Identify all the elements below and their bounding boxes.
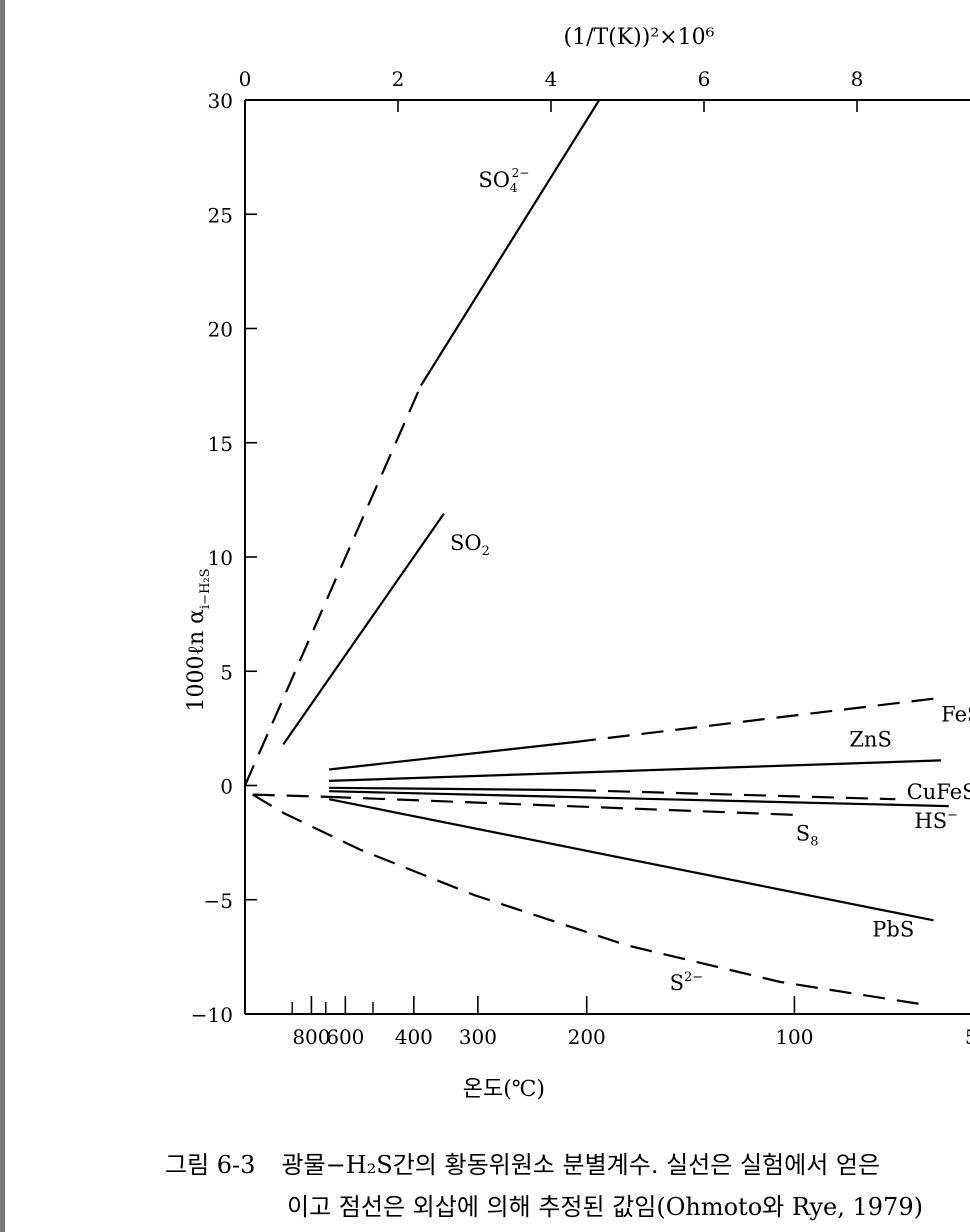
series-zns-solid-line	[329, 759, 942, 782]
series-label-zns: ZnS	[849, 728, 892, 752]
series-label-sub: 4	[510, 181, 518, 195]
series-fes2-dashed-line	[573, 697, 934, 744]
top-axis-tick-label: 2	[392, 67, 405, 91]
bottom-axis-tick-label: 50	[965, 1025, 970, 1049]
series-label-sup: 2−	[512, 166, 530, 180]
y-axis-tick-label: 25	[208, 203, 233, 227]
series-label-so2: SO2	[450, 531, 490, 559]
series-hs-solid-line	[329, 790, 949, 808]
y-axis-tick-label: 30	[208, 89, 233, 113]
y-axis-tick-label: 20	[208, 318, 233, 342]
figure-number: 그림 6-3	[165, 1151, 256, 1179]
series-label-main: SO	[450, 531, 482, 555]
series-pbs-solid-line	[328, 798, 934, 922]
bottom-axis-tick-label: 100	[775, 1025, 813, 1049]
series-label-s8: S8	[796, 821, 819, 849]
series-so2-solid-line	[282, 512, 445, 746]
series-fes2-solid-line	[328, 741, 575, 771]
series-label-pbs: PbS	[872, 917, 914, 941]
series-label-s: S2−	[670, 970, 704, 995]
series-so4-solid-line	[419, 99, 601, 387]
series-unlabeled-dashed-line	[252, 793, 330, 798]
caption-line-1: 그림 6-3 광물−H₂S간의 황동위원소 분별계수. 실선은 실험에서 얻은	[165, 1145, 880, 1180]
y-axis-tick-label: 0	[220, 775, 233, 799]
y-axis-tick-label: 10	[208, 546, 233, 570]
bottom-axis-tick-label: 800	[292, 1025, 330, 1049]
top-axis-tick-label: 0	[239, 67, 252, 91]
bottom-axis-tick-label: 300	[459, 1025, 497, 1049]
top-axis-tick-label: 4	[545, 67, 558, 91]
bottom-axis-tick-label: 600	[326, 1025, 364, 1049]
series-s8-dashed-line	[329, 795, 804, 817]
series-label-so4: SO42−	[478, 166, 529, 195]
series-label-main: ZnS	[849, 728, 892, 752]
series-label-main: SO	[478, 168, 510, 192]
series-label-sup: −	[947, 808, 958, 823]
top-axis-tick-label: 6	[698, 67, 711, 91]
y-axis-tick-label: 15	[208, 432, 233, 456]
y-axis-title-main: 1000ℓn α	[184, 609, 209, 712]
series-label-fes2: FeS2	[941, 703, 970, 731]
series-label-main: FeS	[941, 703, 970, 727]
series-label-hs: HS−	[914, 808, 958, 833]
series-label-main: S	[670, 971, 684, 995]
series-label-main: S	[796, 821, 810, 845]
series-label-sup: 2−	[684, 970, 703, 985]
chart: 0 2 4 6 8(1/T(K))²×10⁶302520151050−5−101000ℓ…	[184, 25, 970, 1102]
bottom-axis-title: 온도(℃)	[463, 1077, 545, 1102]
series-cufes2-solid-line	[329, 786, 575, 792]
bottom-axis-tick-label: 200	[568, 1025, 606, 1049]
page-edge	[0, 0, 5, 1232]
caption-text-1: 광물−H₂S간의 황동위원소 분별계수. 실선은 실험에서 얻은	[281, 1151, 881, 1179]
series-so4-dashed-line	[243, 385, 422, 786]
y-axis-tick-label: −10	[191, 1003, 233, 1027]
series-label-sub: 2	[482, 544, 490, 559]
series-s-dashed-line	[252, 793, 927, 1006]
series-label-sub: 8	[810, 834, 818, 849]
top-axis-title: (1/T(K))²×10⁶	[564, 25, 715, 50]
bottom-axis-tick-label: 400	[395, 1025, 433, 1049]
series-label-main: CuFeS	[907, 780, 970, 804]
y-axis-title: 1000ℓn αi−H₂S	[184, 568, 213, 711]
y-axis-tick-label: −5	[204, 889, 233, 913]
y-axis-title-sub: i−H₂S	[198, 568, 213, 609]
series-label-cufes2: CuFeS2	[907, 780, 970, 808]
y-axis-tick-label: 5	[220, 660, 233, 684]
series-cufes2-dashed-line	[573, 789, 896, 801]
caption-line-2: 이고 점선은 외삽에 의해 추정된 값임(Ohmoto와 Rye, 1979)	[287, 1193, 923, 1221]
series-label-main: HS	[914, 809, 947, 833]
series-label-main: PbS	[872, 917, 914, 941]
top-axis-tick-label: 8	[851, 67, 864, 91]
